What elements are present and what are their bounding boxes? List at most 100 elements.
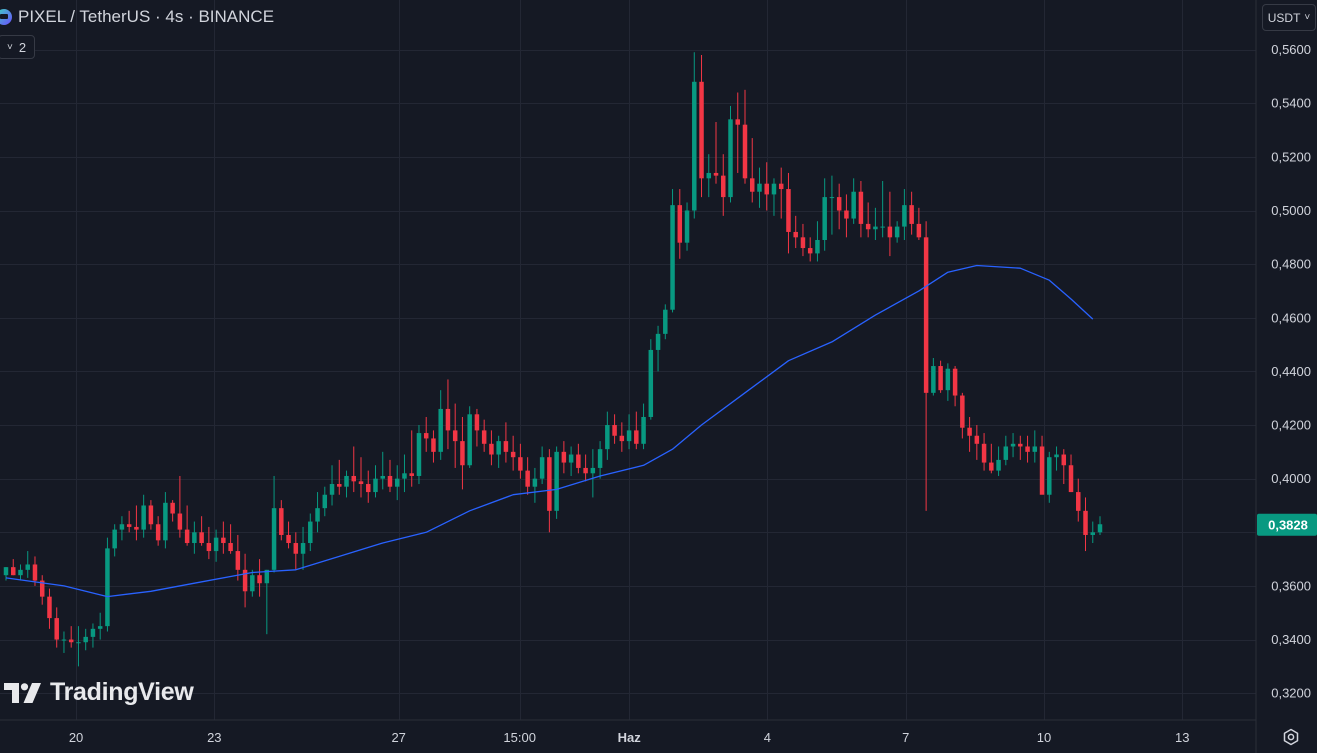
candle-body (105, 548, 110, 627)
price-tick-label: 0,5600 (1271, 42, 1311, 57)
candle-body (960, 395, 965, 428)
candle-body (539, 457, 545, 479)
moving-average-line (5, 264, 1094, 598)
chart-header: PIXEL / TetherUS · 4s · BINANCE (0, 4, 274, 30)
last-price-badge (1257, 513, 1317, 536)
candle-body (431, 438, 436, 452)
currency-selector-button[interactable]: USDT ˅ (1262, 4, 1316, 31)
candle-body (416, 433, 422, 476)
last-price-marker: 0,3828 (1257, 513, 1317, 536)
currency-label: USDT (1267, 10, 1301, 25)
candle-body (807, 248, 813, 254)
candle-body (134, 526, 139, 530)
candle-body (39, 580, 45, 597)
candle-body (967, 427, 972, 436)
candle-body (822, 197, 827, 240)
candle-body (83, 636, 88, 643)
price-axis[interactable]: 0,5600 0,5400 0,5200 0,5000 0,4800 0,4600 0,44… (1271, 42, 1311, 701)
candle-body (518, 457, 523, 471)
price-tick-label: 0,5000 (1271, 203, 1311, 218)
candle-body (612, 425, 617, 436)
candle-body (293, 543, 299, 554)
indicators-toggle-button[interactable]: ˅ 2 (0, 35, 36, 59)
time-axis[interactable]: 20 23 27 15:00 Haz 4 7 10 13 (69, 730, 1190, 745)
candle-body (423, 433, 429, 439)
candle-body (1076, 492, 1081, 511)
candle-body (655, 333, 661, 350)
candle-body (916, 223, 922, 238)
plot-area[interactable] (0, 0, 1256, 720)
candle-body (677, 205, 683, 243)
grid-lines (0, 0, 1256, 720)
candle-body (206, 543, 212, 552)
candle-body (68, 639, 74, 643)
candle-body (1054, 454, 1059, 458)
candle-body (18, 569, 23, 576)
candle-body (192, 532, 197, 544)
candle-body (366, 484, 371, 493)
candle-body (974, 435, 980, 444)
candle-body (452, 430, 458, 442)
candle-body (3, 567, 9, 576)
candle-body (597, 449, 603, 468)
candle-body (648, 349, 654, 417)
candle-body (1025, 446, 1030, 452)
candle-body (670, 205, 675, 310)
price-tick-label: 0,4400 (1271, 364, 1311, 379)
candle-body (1010, 443, 1016, 447)
symbol-title[interactable]: PIXEL / TetherUS · 4s · BINANCE (18, 7, 275, 26)
candle-body (329, 484, 335, 495)
price-tick-label: 0,4800 (1271, 257, 1311, 272)
price-tick-label: 0,3600 (1271, 578, 1311, 593)
candle-body (764, 183, 769, 195)
chart-settings-button[interactable] (1280, 726, 1302, 748)
candle-body (213, 537, 219, 552)
candle-body (32, 564, 38, 581)
candle-body (778, 183, 784, 190)
time-tick-label: 27 (391, 730, 405, 745)
tradingview-logo-icon (4, 682, 41, 703)
gear-icon (1283, 728, 1299, 746)
candle-body (757, 183, 762, 192)
candlestick-series (3, 52, 1103, 667)
candle-body (945, 368, 951, 391)
time-tick-label: 4 (764, 730, 771, 745)
candle-body (1083, 510, 1088, 535)
candle-body (119, 524, 125, 530)
candle-body (76, 642, 81, 644)
candle-body (1068, 465, 1074, 493)
candle-body (923, 237, 929, 393)
candle-body (235, 551, 241, 570)
candle-body (1039, 446, 1045, 495)
candle-body (525, 470, 530, 487)
candle-body (902, 205, 907, 227)
candle-body (931, 366, 936, 393)
candle-body (97, 626, 103, 629)
candle-body (409, 473, 414, 476)
tradingview-watermark[interactable]: TradingView (4, 678, 194, 707)
candle-body (271, 508, 277, 570)
time-tick-label: 10 (1037, 730, 1051, 745)
last-price-label: 0,3828 (1268, 517, 1308, 532)
candle-body (1061, 454, 1067, 466)
candle-body (474, 414, 480, 431)
candle-body (242, 569, 248, 592)
candle-body (815, 240, 820, 254)
candle-body (547, 457, 552, 511)
time-tick-label: Haz (618, 730, 642, 745)
candle-body (561, 451, 567, 463)
candle-body (402, 473, 407, 479)
candle-body (894, 226, 900, 238)
chevron-down-icon: ˅ (1304, 12, 1311, 23)
candle-body (1003, 446, 1009, 460)
candle-body (394, 478, 400, 487)
candle-body (481, 430, 487, 444)
time-tick-label: 20 (69, 730, 83, 745)
time-tick-label: 23 (207, 730, 221, 745)
candle-body (728, 119, 733, 198)
indicator-count: 2 (18, 39, 27, 55)
candle-body (170, 502, 175, 514)
candle-body (380, 475, 385, 479)
candle-body (61, 639, 67, 641)
